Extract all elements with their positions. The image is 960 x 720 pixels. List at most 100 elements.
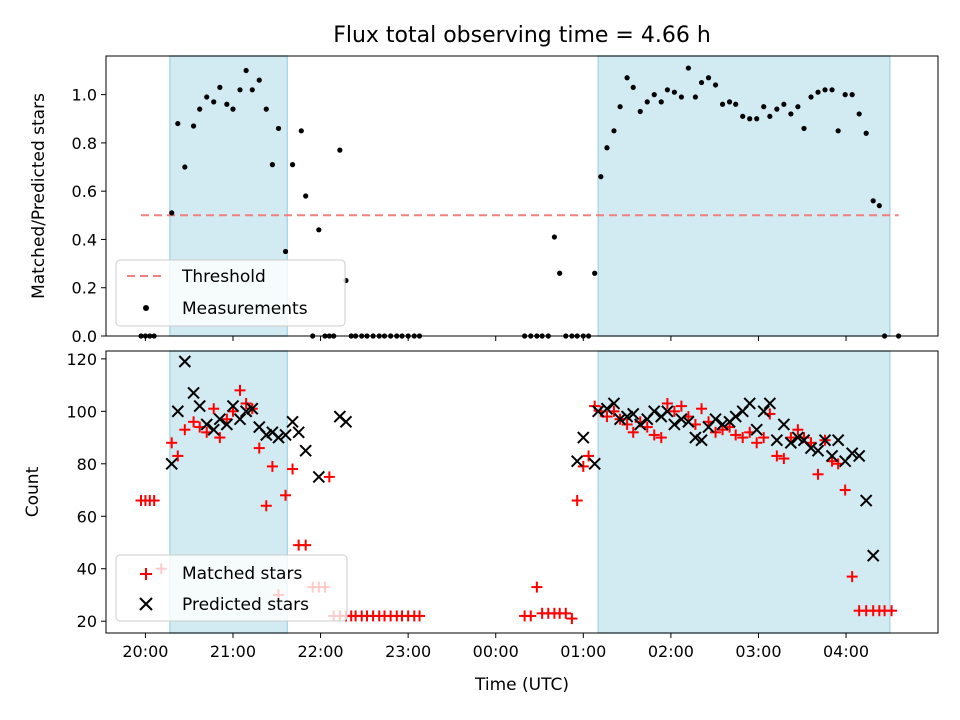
matched-star-point [287,463,299,475]
ytick-label: 1.0 [72,86,97,105]
measurement-point [598,174,604,180]
predicted-star-point [226,399,240,413]
matched-star-point [525,610,537,622]
measurement-point [298,128,304,134]
measurement-point [829,87,835,93]
matched-star-point [886,605,898,617]
matched-star-point [758,432,770,444]
measurement-point [876,203,882,209]
predicted-star-point [233,412,247,426]
measurement-point [822,87,828,93]
measurement-point [557,270,563,276]
matched-star-point [730,429,742,441]
measurement-point [658,99,664,105]
measurement-point [651,92,657,98]
matched-star-point [710,426,722,438]
predicted-star-point [187,386,200,400]
predicted-star-point [661,405,674,418]
matched-star-point [560,607,572,619]
matched-star-point [668,405,680,417]
predicted-star-point [866,549,880,562]
ytick-label: 40 [77,560,97,579]
measurement-point [808,94,814,100]
legend-matched-swatch [140,568,152,580]
predicted-star-point [299,444,312,457]
predicted-star-point [811,444,825,457]
measurement-point [337,147,343,153]
measurement-point [637,108,643,115]
predicted-star-point [591,405,605,418]
matched-star-point [778,453,790,465]
predicted-star-point [716,418,729,431]
predicted-star-point [818,433,832,447]
matched-star-point [260,500,272,512]
measurement-point [611,128,617,134]
observing-window-2 [597,55,891,337]
measurement-point [604,145,610,151]
bottom-legend: Matched stars Predicted stars [115,554,348,622]
predicted-star-point [825,449,839,463]
predicted-star-point [804,441,818,455]
matched-star-point [148,495,160,507]
matched-star-point [648,429,660,441]
measurement-point [316,227,322,233]
predicted-star-point [246,402,259,415]
bottom-ylabel: Count [23,466,43,517]
measurement-point [754,116,760,122]
matched-star-point [227,405,239,417]
matched-star-point [577,460,589,472]
bottom-panel: 20 40 60 80 100 120 20:00 21:00 22:00 23:00 00:00… [23,350,939,695]
measurement-point [747,116,753,122]
measurement-point [275,125,282,132]
predicted-star-point [675,412,688,426]
top-legend: Threshold Measurements [115,259,346,327]
predicted-star-point [570,454,584,468]
measurement-point [870,198,876,204]
ytick-label: 80 [77,455,97,474]
matched-star-point [531,581,543,593]
measurement-point [719,101,726,107]
legend-predicted-label: Predicted stars [182,595,309,615]
predicted-star-point [750,423,763,436]
ytick-label: 60 [77,507,97,526]
xtick-label: 01:00 [560,642,606,661]
top-ylabel: Matched/Predicted stars [29,93,49,299]
measurement-point [289,162,296,168]
measurement-point [303,193,309,199]
xtick-label: 21:00 [210,642,256,661]
measurement-point [182,164,188,170]
predicted-star-point [777,418,791,431]
matched-star-point [839,484,851,496]
predicted-star-point [791,431,805,444]
predicted-star-point [613,412,627,426]
legend-threshold-label: Threshold [181,267,266,287]
predicted-star-point [600,402,614,415]
measurement-point [705,75,712,81]
measurement-point [175,120,181,127]
measurement-point [230,106,236,112]
measurement-point [712,82,719,88]
predicted-star-point [272,431,285,444]
xtick-label: 03:00 [735,642,781,661]
predicted-star-point [193,399,206,413]
top-axes-frame [105,55,939,337]
bottom-xticks: 20:00 21:00 22:00 23:00 00:00 01:00 02:00 03:00… [122,633,869,661]
measurement-point [863,130,869,136]
matched-star-point [188,416,200,428]
top-panel: 0.0 0.2 0.4 0.6 0.8 1.0 Matched/Predicted sta… [29,55,939,346]
predicted-star-point [312,470,326,484]
matched-star-point [589,400,601,412]
matched-star-point [253,442,265,454]
measurement-point [726,99,733,105]
matched-star-point [771,450,783,462]
measurement-point [644,99,650,105]
matched-star-point [300,539,312,551]
matched-star-point [792,424,804,436]
matched-star-point [266,460,278,472]
predicted-star-point [729,410,742,423]
observing-window-2 [597,350,891,634]
predicted-star-point [668,418,681,431]
measurement-point [243,67,249,74]
ytick-label: 100 [66,402,97,421]
